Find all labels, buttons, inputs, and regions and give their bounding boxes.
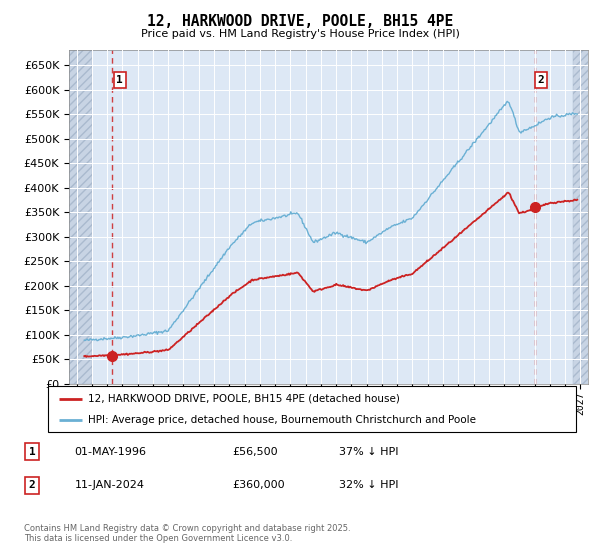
Text: 2: 2 <box>538 75 545 85</box>
Text: 32% ↓ HPI: 32% ↓ HPI <box>340 480 399 490</box>
Text: 11-JAN-2024: 11-JAN-2024 <box>74 480 145 490</box>
Bar <box>69 50 92 384</box>
Text: 37% ↓ HPI: 37% ↓ HPI <box>340 446 399 456</box>
Text: HPI: Average price, detached house, Bournemouth Christchurch and Poole: HPI: Average price, detached house, Bour… <box>88 415 476 425</box>
Text: 2: 2 <box>29 480 35 490</box>
Text: 1: 1 <box>116 75 123 85</box>
Text: £56,500: £56,500 <box>232 446 278 456</box>
Text: 01-MAY-1996: 01-MAY-1996 <box>74 446 146 456</box>
Bar <box>573 50 596 384</box>
Text: Price paid vs. HM Land Registry's House Price Index (HPI): Price paid vs. HM Land Registry's House … <box>140 29 460 39</box>
Text: 12, HARKWOOD DRIVE, POOLE, BH15 4PE: 12, HARKWOOD DRIVE, POOLE, BH15 4PE <box>147 14 453 29</box>
Text: 12, HARKWOOD DRIVE, POOLE, BH15 4PE (detached house): 12, HARKWOOD DRIVE, POOLE, BH15 4PE (det… <box>88 394 400 404</box>
Text: 1: 1 <box>29 446 35 456</box>
FancyBboxPatch shape <box>48 386 576 432</box>
Text: £360,000: £360,000 <box>232 480 285 490</box>
Text: Contains HM Land Registry data © Crown copyright and database right 2025.
This d: Contains HM Land Registry data © Crown c… <box>24 524 350 543</box>
